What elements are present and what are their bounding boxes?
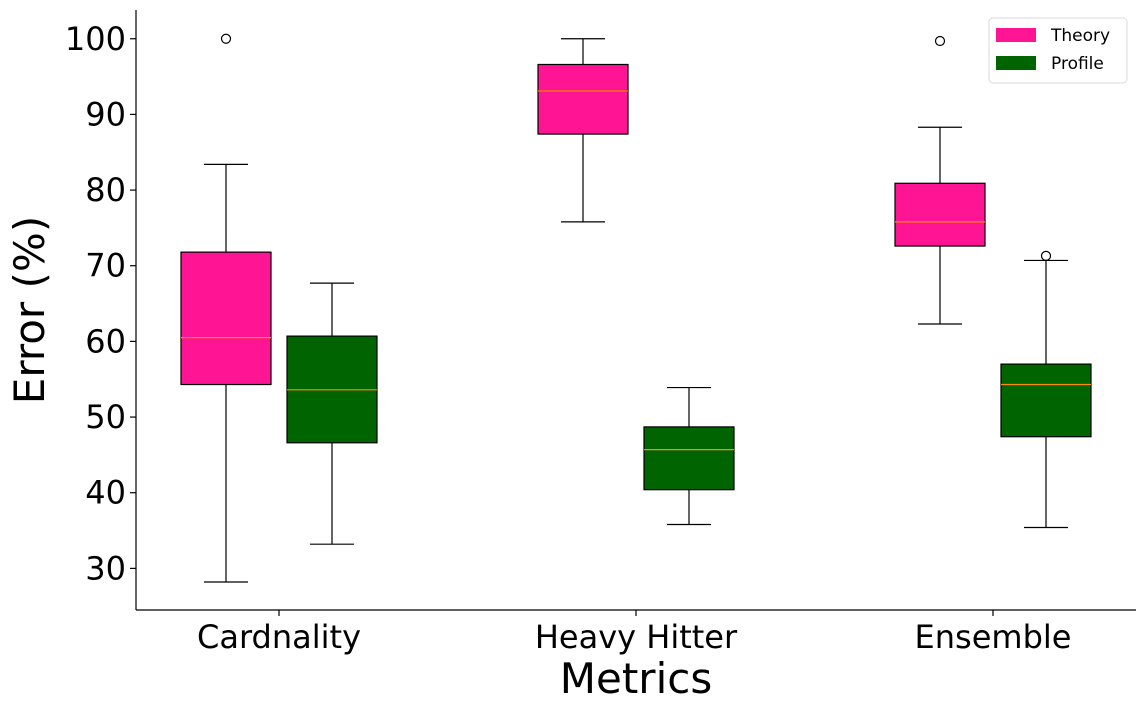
box-theory bbox=[180, 33, 272, 583]
y-tick-label: 80 bbox=[85, 171, 126, 209]
boxes bbox=[180, 33, 1092, 583]
axes: 30 40 50 60 70 80 90 100 Cardnality Heavy Hitter E… bbox=[5, 10, 1136, 703]
legend-swatch-theory bbox=[996, 28, 1036, 42]
box-profile bbox=[286, 282, 378, 545]
iqr-box bbox=[894, 182, 986, 247]
box-theory bbox=[894, 35, 986, 325]
legend: Theory Profile bbox=[988, 17, 1128, 84]
y-tick-label: 60 bbox=[85, 322, 126, 360]
iqr-box bbox=[537, 63, 629, 135]
legend-label-theory: Theory bbox=[1050, 26, 1110, 46]
y-tick-label: 100 bbox=[65, 20, 126, 58]
y-tick-label: 70 bbox=[85, 247, 126, 285]
x-tick-label: Ensemble bbox=[915, 618, 1072, 656]
box-profile bbox=[1000, 250, 1092, 529]
y-tick-label: 90 bbox=[85, 95, 126, 133]
outlier-point bbox=[220, 33, 232, 44]
iqr-box bbox=[1000, 363, 1092, 438]
legend-label-profile: Profile bbox=[1051, 54, 1104, 74]
box-profile bbox=[643, 386, 735, 526]
box-theory bbox=[537, 38, 629, 223]
y-axis-title: Error (%) bbox=[5, 216, 54, 404]
outlier-point bbox=[1040, 250, 1052, 262]
iqr-box bbox=[180, 251, 272, 386]
y-tick-label: 30 bbox=[85, 549, 126, 587]
outlier-point bbox=[934, 35, 946, 47]
y-tick-label: 50 bbox=[85, 398, 126, 436]
iqr-box bbox=[643, 426, 735, 491]
legend-swatch-profile bbox=[996, 56, 1036, 70]
x-axis-title: Metrics bbox=[560, 654, 712, 703]
x-tick-label: Heavy Hitter bbox=[535, 618, 738, 656]
x-tick-label: Cardnality bbox=[197, 618, 361, 656]
y-tick-label: 40 bbox=[85, 474, 126, 512]
